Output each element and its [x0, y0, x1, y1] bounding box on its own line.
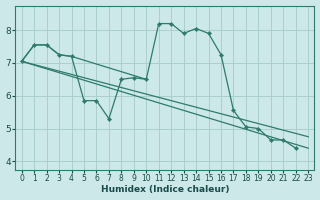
X-axis label: Humidex (Indice chaleur): Humidex (Indice chaleur) [101, 185, 229, 194]
